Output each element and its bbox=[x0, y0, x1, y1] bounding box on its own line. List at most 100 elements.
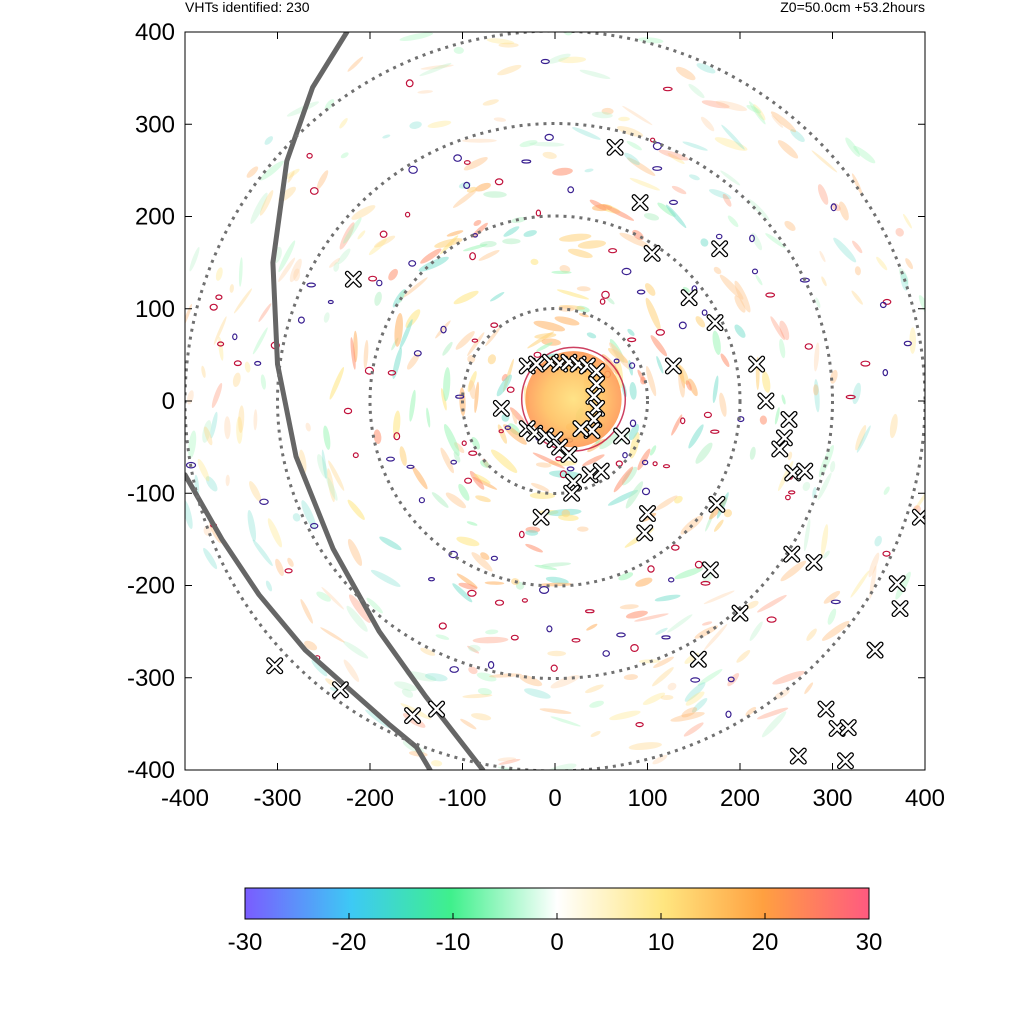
field-patch bbox=[406, 353, 420, 370]
field-patch bbox=[721, 124, 745, 150]
field-patch bbox=[855, 425, 867, 451]
field-patch bbox=[351, 205, 376, 220]
vorticity-contour bbox=[284, 568, 293, 574]
field-patch bbox=[417, 90, 433, 94]
field-patch bbox=[852, 382, 861, 405]
field-patch bbox=[409, 121, 422, 129]
field-patch bbox=[606, 296, 615, 305]
field-patch bbox=[339, 222, 355, 250]
vht-marker bbox=[888, 575, 906, 593]
vorticity-contour bbox=[571, 637, 581, 643]
field-patch bbox=[558, 233, 592, 242]
vht-marker bbox=[428, 700, 446, 718]
field-patch bbox=[467, 332, 485, 357]
field-patch bbox=[746, 600, 759, 610]
field-patch bbox=[652, 667, 674, 687]
vorticity-contour bbox=[309, 187, 319, 195]
vorticity-contour bbox=[700, 580, 711, 586]
vorticity-contour bbox=[879, 301, 887, 309]
field-patch bbox=[753, 104, 766, 121]
vht-marker bbox=[344, 270, 362, 288]
field-patch bbox=[599, 433, 618, 450]
field-patch bbox=[292, 513, 301, 522]
field-patch bbox=[455, 331, 475, 350]
vorticity-contour bbox=[710, 429, 720, 434]
vht-marker bbox=[771, 440, 789, 458]
field-patch bbox=[838, 201, 849, 221]
field-patch bbox=[627, 328, 635, 336]
vht-marker bbox=[563, 484, 581, 502]
field-patch bbox=[649, 445, 657, 456]
field-patch bbox=[624, 152, 640, 166]
field-patch bbox=[586, 623, 598, 631]
field-patch bbox=[601, 107, 614, 115]
vorticity-contour bbox=[306, 282, 316, 288]
field-patch bbox=[656, 356, 664, 374]
field-patch bbox=[803, 518, 811, 552]
vorticity-contour bbox=[404, 211, 411, 218]
field-patch bbox=[472, 636, 509, 644]
field-patch bbox=[654, 495, 678, 511]
field-patch bbox=[236, 416, 243, 444]
field-patch bbox=[185, 500, 193, 529]
field-patch bbox=[394, 681, 417, 692]
vht-marker bbox=[891, 600, 909, 618]
field-patch bbox=[802, 481, 811, 491]
y-tick-label: -300 bbox=[127, 665, 175, 692]
field-patch bbox=[589, 700, 604, 708]
vorticity-contour bbox=[464, 477, 473, 484]
field-patch bbox=[343, 217, 362, 244]
field-patch bbox=[701, 621, 713, 626]
field-patch bbox=[420, 64, 454, 70]
field-patch bbox=[249, 481, 262, 502]
vht-count-label: VHTs identified: 230 bbox=[185, 0, 310, 15]
y-tick-label: -400 bbox=[127, 757, 175, 784]
field-patch bbox=[771, 115, 784, 128]
range-ring bbox=[368, 214, 742, 588]
field-patch bbox=[542, 151, 557, 159]
field-patch bbox=[316, 591, 331, 602]
vorticity-contour bbox=[471, 338, 479, 343]
field-patch bbox=[434, 238, 463, 248]
field-patch bbox=[671, 185, 687, 195]
vorticity-contour bbox=[647, 565, 655, 573]
field-patch bbox=[682, 141, 708, 151]
field-patch bbox=[388, 268, 398, 281]
vorticity-contour bbox=[297, 316, 305, 324]
field-patch bbox=[652, 754, 668, 765]
field-patch bbox=[253, 409, 258, 431]
field-patch bbox=[473, 220, 482, 226]
field-patch bbox=[582, 454, 605, 467]
vorticity-contour bbox=[490, 322, 499, 329]
field-patch bbox=[854, 266, 861, 276]
vorticity-contour bbox=[652, 461, 658, 467]
x-axis: -400 -300 -200 -100 0 100 200 300 400 bbox=[161, 32, 945, 812]
y-tick-label: 300 bbox=[135, 111, 175, 138]
field-patch bbox=[326, 476, 338, 501]
field-patch bbox=[275, 558, 284, 576]
vorticity-contour bbox=[622, 452, 628, 459]
field-patch bbox=[340, 152, 349, 159]
field-patch bbox=[586, 332, 597, 339]
field-patch bbox=[328, 460, 345, 491]
field-patch bbox=[458, 483, 470, 501]
field-patch bbox=[712, 375, 719, 404]
field-patch bbox=[567, 248, 593, 259]
colorbar-tick-label: -20 bbox=[332, 929, 367, 956]
field-patch bbox=[662, 25, 676, 29]
field-patch bbox=[637, 369, 646, 385]
field-patch bbox=[682, 286, 690, 293]
field-patch bbox=[442, 341, 453, 356]
field-patch bbox=[373, 429, 382, 444]
field-patch bbox=[720, 170, 741, 186]
field-patch bbox=[260, 374, 266, 390]
field-patch bbox=[619, 232, 650, 248]
field-patch bbox=[817, 472, 832, 501]
vorticity-contour bbox=[599, 298, 606, 305]
field-patch bbox=[655, 627, 668, 635]
field-patch bbox=[463, 243, 488, 252]
vorticity-contour bbox=[703, 411, 713, 419]
field-patch bbox=[811, 150, 838, 173]
vht-marker bbox=[639, 505, 656, 523]
field-patch bbox=[211, 382, 223, 409]
